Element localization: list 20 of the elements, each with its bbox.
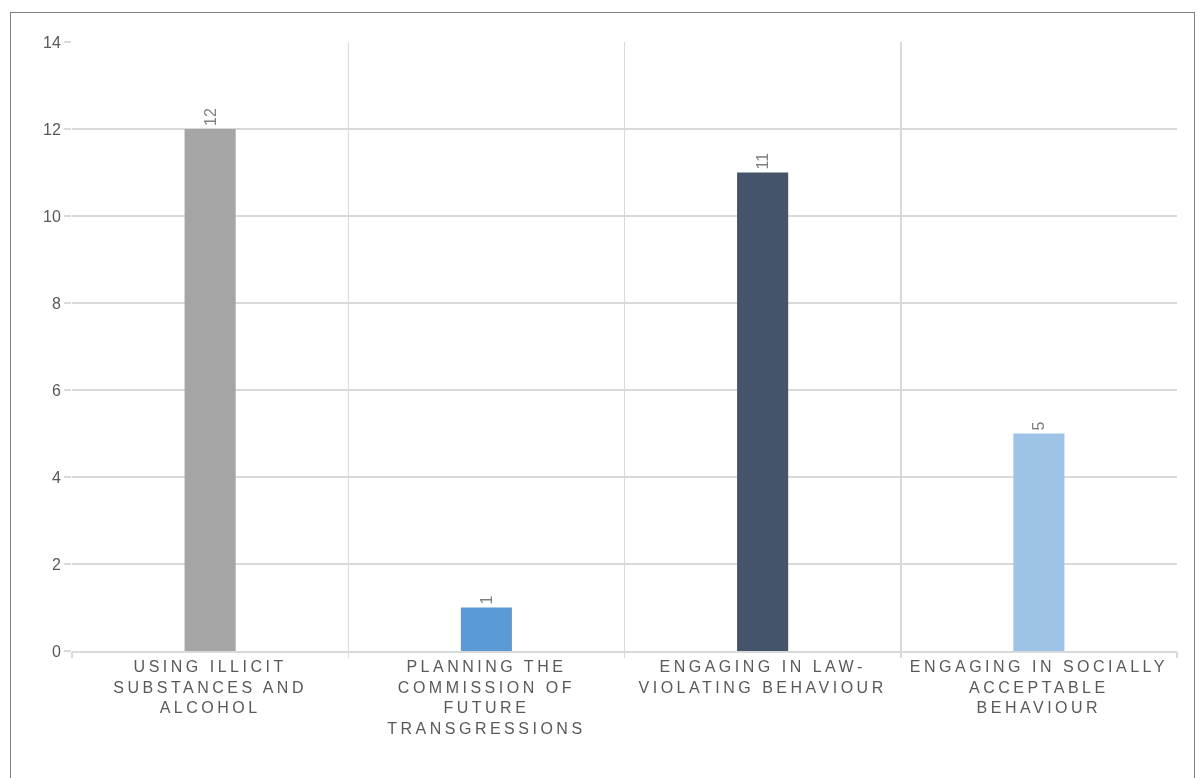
data-label: 1 (477, 595, 495, 605)
bar (460, 607, 512, 651)
bar (737, 172, 789, 651)
data-label: 12 (201, 108, 219, 126)
x-tick-label: ENGAGING IN SOCIALLY ACCEPTABLE BEHAVIOUR (909, 657, 1168, 717)
y-tick-label: 14 (43, 33, 61, 51)
y-tick-label: 8 (51, 294, 61, 312)
y-tick-label: 2 (51, 555, 61, 573)
y-tick-label: 4 (51, 468, 61, 486)
y-tick-label: 12 (43, 120, 61, 138)
x-tick-label: ENGAGING IN LAW-VIOLATING BEHAVIOUR (638, 657, 887, 696)
data-label: 11 (754, 152, 772, 170)
y-tick-label: 6 (51, 381, 61, 399)
y-tick-label: 0 (51, 642, 61, 660)
x-tick-label: USING ILLICIT SUBSTANCES AND ALCOHOL (113, 657, 307, 717)
data-label: 5 (1030, 421, 1048, 431)
y-tick-label: 10 (43, 207, 61, 225)
bar (1013, 433, 1065, 651)
bar (184, 129, 236, 651)
x-tick-label: PLANNING THE COMMISSION OF FUTURE TRANSGRESSIONS (387, 657, 586, 738)
